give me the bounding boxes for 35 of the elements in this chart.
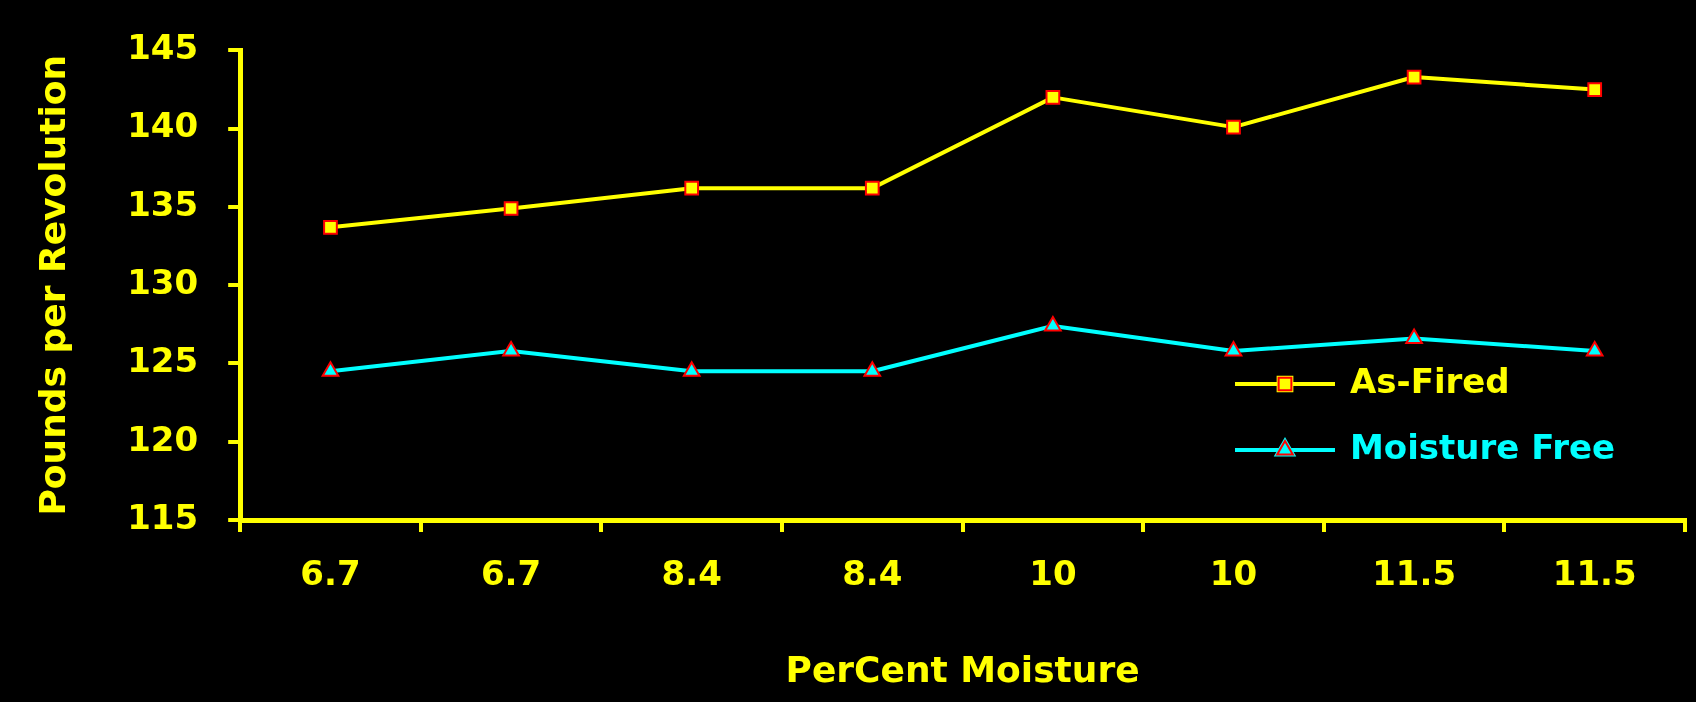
point	[684, 180, 700, 196]
y-tick-label: 130	[127, 262, 199, 303]
point	[502, 340, 520, 357]
point	[1406, 69, 1422, 85]
point	[1045, 90, 1061, 105]
y-tick-label: 125	[127, 340, 199, 381]
point	[1226, 119, 1241, 135]
x-tick-label: 11.5	[1552, 553, 1637, 594]
point	[1585, 340, 1604, 357]
x-tick-label: 11.5	[1372, 553, 1457, 594]
x-tick-label: 10	[1029, 553, 1077, 594]
point	[682, 361, 701, 377]
point	[503, 201, 519, 216]
point	[1224, 340, 1243, 357]
y-tick-label: 115	[127, 496, 199, 537]
x-tick-label: 6.7	[300, 553, 361, 594]
y-axis-title: Pounds per Revolution	[31, 54, 73, 516]
point	[863, 361, 882, 377]
x-tick-label: 8.4	[661, 553, 722, 594]
point	[321, 361, 340, 377]
legend-label: As-Fired	[1350, 360, 1510, 401]
y-tick-label: 120	[127, 418, 199, 459]
y-tick-label: 140	[127, 105, 199, 146]
point	[1044, 315, 1062, 332]
x-tick-label: 10	[1209, 553, 1258, 594]
point	[323, 219, 338, 235]
point	[1587, 82, 1603, 97]
point	[864, 180, 880, 196]
x-tick-label: 8.4	[842, 553, 903, 594]
y-tick-label: 135	[127, 183, 199, 224]
y-tick-label: 145	[127, 27, 199, 68]
x-axis-title: PerCent Moisture	[785, 648, 1140, 690]
x-tick-label: 6.7	[480, 553, 542, 594]
point	[1405, 328, 1423, 344]
legend-label: Moisture Free	[1350, 426, 1616, 467]
